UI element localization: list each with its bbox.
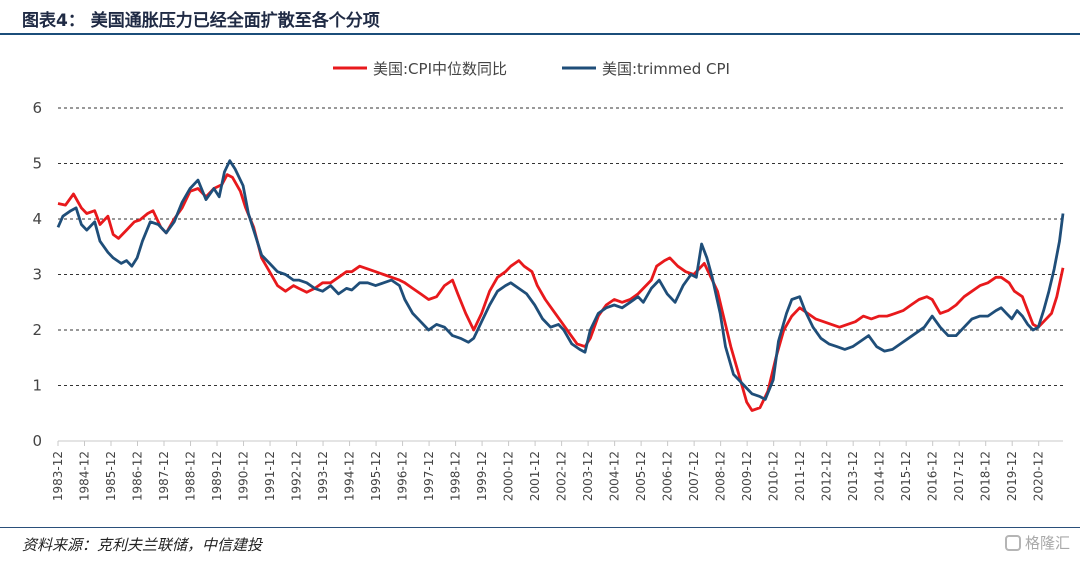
x-tick-label: 1988-12 [184,451,198,501]
y-tick-label: 3 [32,266,42,284]
x-tick-label: 1983-12 [51,451,65,501]
x-tick-label: 2006-12 [661,451,675,501]
grid-layer [58,107,1063,386]
series-layer [56,159,1065,412]
x-tick-label: 2000-12 [502,451,516,501]
x-tick-label: 1998-12 [449,451,463,501]
x-tick-label: 2002-12 [555,451,569,501]
x-tick-label: 2008-12 [714,451,728,501]
x-tick-label: 1987-12 [157,451,171,501]
x-tick-label: 1992-12 [290,451,304,501]
x-tick-label: 1990-12 [237,451,251,501]
x-tick-label: 1997-12 [422,451,436,501]
y-tick-label: 4 [32,210,42,228]
source-rule [0,527,1080,528]
x-tick-label: 1996-12 [396,451,410,501]
y-tick-label: 2 [32,321,42,339]
legend-label: 美国:trimmed CPI [602,60,730,78]
x-tick-label: 1984-12 [77,451,91,501]
x-tick-label: 2019-12 [1005,451,1019,501]
y-tick-label: 5 [32,155,42,173]
x-tick-label: 2001-12 [528,451,542,501]
legend: 美国:CPI中位数同比 美国:trimmed CPI [333,60,730,78]
x-axis: 1983-12 1984-12 1985-12 1986-12 1987-12 1988-… [51,440,1063,501]
series-line-median-cpi [57,173,1065,412]
x-tick-label: 1994-12 [343,451,357,501]
watermark: 格隆汇 [1004,532,1070,553]
x-tick-label: 1985-12 [104,451,118,501]
y-axis-ticks: 0 1 2 3 4 5 6 [32,99,42,450]
x-tick-label: 2012-12 [820,451,834,501]
watermark-text: 格隆汇 [1024,534,1070,552]
series-line-trimmed-cpi [56,159,1065,401]
x-tick-label: 2007-12 [687,451,701,501]
x-tick-label: 2017-12 [952,451,966,501]
figure-title: 图表4： 美国通胀压力已经全面扩散至各个分项 [22,11,380,31]
title-rule [0,33,1080,35]
x-tick-label: 2003-12 [581,451,595,501]
line-chart: 0 1 2 3 4 5 6 1983-12 1984-12 1985-12 1986-12 1987… [32,60,1065,501]
x-tick-label: 2009-12 [740,451,754,501]
x-tick-label: 1993-12 [316,451,330,501]
x-tick-label: 1986-12 [131,451,145,501]
x-tick-label: 1989-12 [210,451,224,501]
x-tick-label: 2011-12 [793,451,807,501]
x-tick-label: 2020-12 [1032,451,1046,501]
x-tick-label: 2014-12 [873,451,887,501]
x-tick-label: 2015-12 [899,451,913,501]
watermark-logo-icon [1004,534,1021,551]
legend-label: 美国:CPI中位数同比 [373,60,507,78]
source-note: 资料来源：克利夫兰联储，中信建投 [22,536,263,554]
x-tick-label: 2010-12 [767,451,781,501]
y-tick-label: 0 [32,432,42,450]
y-tick-label: 6 [32,99,42,117]
x-tick-label: 2013-12 [846,451,860,501]
x-tick-label: 1995-12 [369,451,383,501]
x-tick-label: 2018-12 [979,451,993,501]
x-tick-label: 1991-12 [263,451,277,501]
x-tick-label: 2005-12 [634,451,648,501]
x-tick-label: 2016-12 [926,451,940,501]
y-tick-label: 1 [32,377,42,395]
x-tick-label: 1999-12 [475,451,489,501]
x-tick-label: 2004-12 [608,451,622,501]
